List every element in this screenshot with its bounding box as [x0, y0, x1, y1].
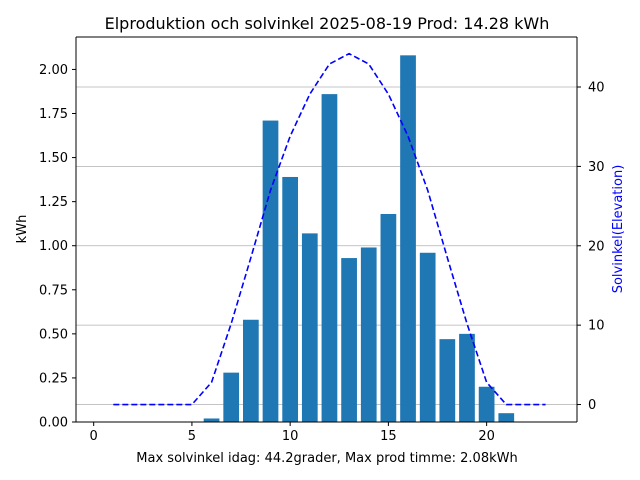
x-tick-label: 20: [478, 429, 495, 444]
y-tick-label: 1.75: [39, 107, 68, 122]
y-right-tick-label: 0: [588, 398, 596, 413]
tick-layer: 0 5 10 15 20 0.00 0.25 0.50 0.75 1.00 1.25 1.50 1.75…: [39, 63, 605, 444]
y-axis-label: kWh: [15, 215, 30, 244]
bar: [380, 213, 397, 422]
bar: [419, 252, 436, 422]
y-right-tick-label: 30: [588, 160, 605, 175]
x-tick-label: 10: [282, 429, 299, 444]
bar-layer: [203, 55, 515, 423]
y-tick-label: 1.25: [39, 195, 68, 210]
bar: [459, 333, 475, 422]
y-tick-label: 0.25: [39, 371, 68, 386]
x-tick-label: 15: [380, 429, 397, 444]
bar: [478, 386, 495, 422]
bar: [223, 372, 240, 422]
line-layer: [113, 52, 546, 406]
chart-title: Elproduktion och solvinkel 2025-08-19 Pr…: [105, 14, 550, 33]
bar: [203, 418, 220, 422]
y-axis-right-label: Solvinkel(Elevation): [611, 165, 626, 294]
bar: [439, 339, 456, 422]
x-tick-label: 5: [188, 429, 196, 444]
bar: [498, 413, 515, 422]
elevation-line: [113, 52, 546, 406]
bar: [301, 233, 318, 422]
y-tick-label: 0.75: [39, 283, 68, 298]
y-right-tick-label: 20: [588, 239, 605, 254]
y-right-tick-label: 40: [588, 81, 605, 96]
bar: [400, 55, 416, 422]
bar: [262, 120, 279, 423]
x-axis-label: Max solvinkel idag: 44.2grader, Max prod…: [136, 451, 517, 466]
axes-layer: [75, 36, 578, 423]
x-tick-label: 0: [90, 429, 98, 444]
y-tick-label: 2.00: [39, 63, 68, 78]
y-tick-label: 0.00: [39, 416, 68, 431]
bar: [360, 247, 377, 422]
bar: [321, 94, 338, 422]
y-tick-label: 0.50: [39, 327, 68, 342]
bar: [282, 176, 299, 422]
y-right-tick-label: 10: [588, 319, 605, 334]
y-tick-label: 1.00: [39, 239, 68, 254]
bar: [243, 319, 259, 422]
bar: [341, 258, 357, 422]
y-tick-label: 1.50: [39, 151, 68, 166]
